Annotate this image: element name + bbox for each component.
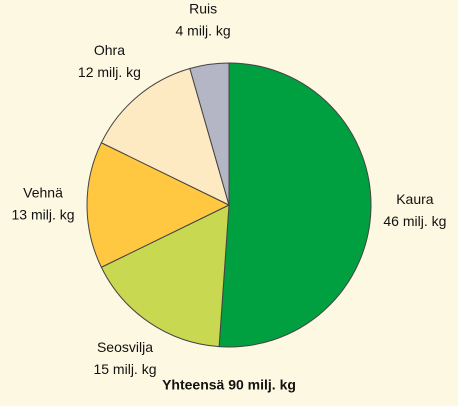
value-label: 15 milj. kg	[93, 361, 156, 377]
pie-slice	[86, 142, 231, 268]
value-label: 12 milj. kg	[78, 64, 141, 80]
slice-label: Seosvilja	[97, 339, 153, 355]
slice-label: Ruis	[189, 1, 217, 17]
chart-title: Yhteensä 90 milj. kg	[162, 377, 296, 393]
slice-label: Ohra	[94, 42, 125, 58]
pie-slice	[189, 62, 230, 206]
slice-label: Vehnä	[23, 185, 63, 201]
pie-slice	[100, 67, 230, 206]
value-label: 46 milj. kg	[383, 213, 446, 229]
value-label: 13 milj. kg	[11, 207, 74, 223]
pie-slice	[100, 204, 230, 348]
value-label: 4 milj. kg	[175, 23, 230, 39]
pie-slice	[218, 62, 372, 348]
slice-label: Kaura	[396, 191, 434, 207]
